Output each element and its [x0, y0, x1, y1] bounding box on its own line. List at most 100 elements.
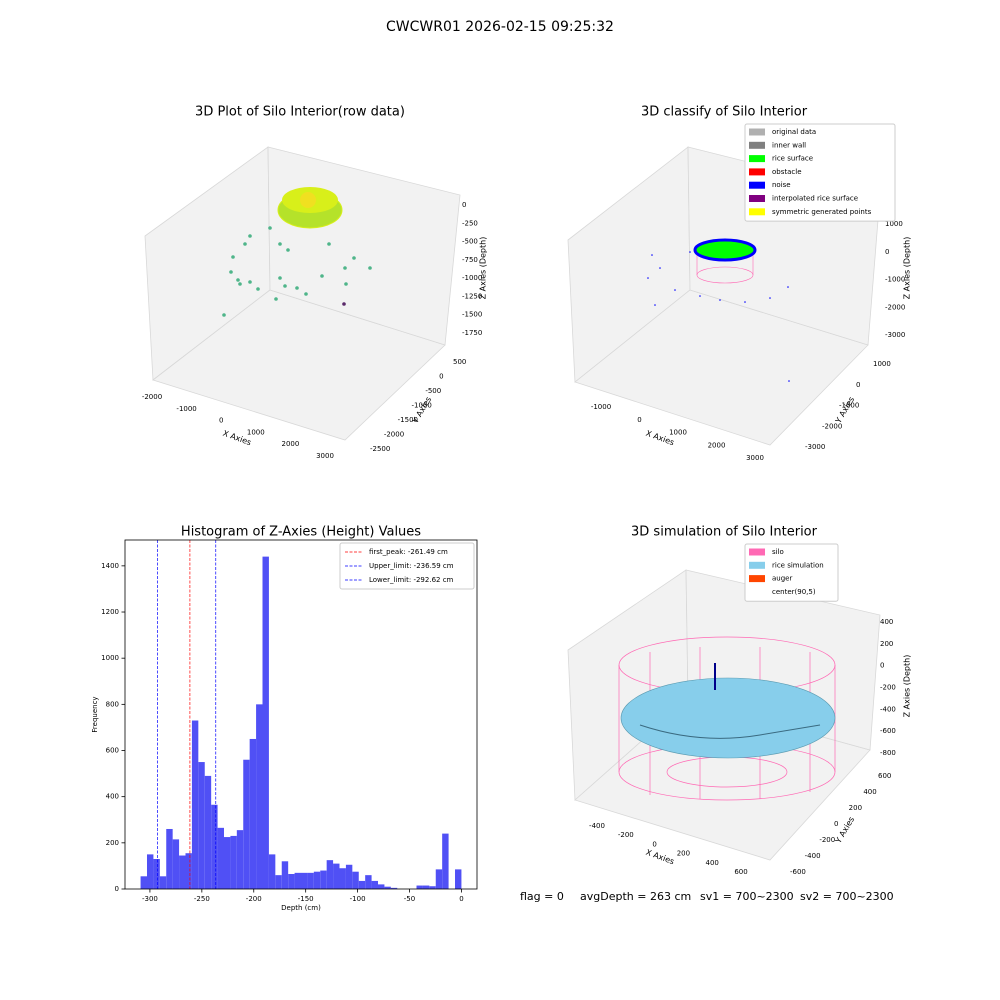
z-tick-label: -3000	[885, 331, 905, 339]
legend-swatch	[749, 195, 765, 202]
z-axis-label: Z Axies (Depth)	[903, 655, 912, 718]
legend-label: silo	[772, 548, 784, 556]
bar	[390, 887, 398, 889]
footer-flag: flag = 0	[520, 890, 564, 903]
bar	[211, 804, 218, 889]
x-tick-label: 600	[734, 868, 747, 876]
surface	[300, 192, 316, 208]
legend-swatch	[749, 561, 765, 569]
bar	[179, 855, 186, 889]
bar	[217, 827, 224, 889]
legend-label: auger	[772, 575, 792, 583]
y-tick-label: -1000	[412, 402, 432, 410]
y-tick-label: -3000	[805, 443, 825, 451]
rice-contour	[639, 724, 821, 739]
z-axis-label: Z Axies (Depth)	[479, 237, 488, 300]
bar	[442, 833, 449, 889]
bar	[435, 869, 443, 889]
z-tick-label: -500	[462, 238, 478, 246]
x-tick-label: -250	[194, 895, 210, 903]
legend-swatch	[749, 128, 765, 136]
y-tick-label: -500	[425, 387, 441, 395]
bar	[416, 885, 423, 889]
z-tick-label: 400	[880, 618, 893, 626]
y-tick-label: 600	[106, 747, 119, 755]
z-tick-label: -600	[880, 727, 896, 735]
y-tick-label: 0	[856, 381, 860, 389]
bar	[275, 875, 282, 889]
legend-swatch	[749, 575, 765, 583]
rice-surface	[620, 677, 836, 759]
y-tick-label: 1400	[101, 562, 119, 570]
x-tick-label: -1000	[176, 405, 196, 413]
z-tick-label: -400	[880, 705, 896, 713]
bar	[326, 860, 334, 889]
legend-label: original data	[772, 128, 816, 136]
bar	[236, 830, 244, 889]
bar	[166, 828, 173, 889]
legend-label: rice simulation	[772, 561, 824, 569]
y-tick-label: 800	[106, 700, 119, 708]
z-tick-label: -750	[462, 256, 478, 264]
bar	[301, 872, 308, 889]
y-tick-label: 500	[453, 358, 466, 366]
bar	[281, 861, 289, 889]
bar	[146, 854, 154, 889]
bar	[159, 876, 167, 889]
y-tick-label: 0	[439, 373, 443, 381]
legend-swatch	[749, 168, 765, 176]
bar	[378, 884, 385, 889]
x-tick-label: -200	[618, 831, 634, 839]
legend-label: center(90,5)	[772, 588, 816, 596]
bar	[455, 869, 462, 889]
legend-label: rice surface	[772, 155, 813, 163]
bar	[371, 880, 379, 889]
legend-label: symmetric generated points	[772, 208, 872, 216]
x-tick-label: -2000	[142, 393, 162, 401]
z-axis-label: Z Axies (Depth)	[903, 237, 912, 300]
z-tick-label: 0	[880, 662, 884, 670]
y-tick-label: 1000	[873, 360, 891, 368]
x-tick-label: -200	[246, 895, 262, 903]
legend-box	[744, 123, 896, 222]
x-axis-label: Depth (cm)	[281, 904, 321, 912]
z-tick-label: -2000	[885, 303, 905, 311]
y-tick-label: 600	[878, 772, 891, 780]
legend-label: Lower_limit: -292.62 cm	[369, 576, 454, 584]
x-tick-label: 2000	[708, 441, 726, 449]
x-tick-label: 0	[637, 416, 641, 424]
panel-title: 3D simulation of Silo Interior	[631, 525, 818, 540]
footer-avg: avgDepth = 263 cm	[580, 890, 691, 903]
legend-label: obstacle	[772, 168, 802, 176]
bar	[172, 839, 180, 889]
legend-swatch	[749, 181, 765, 189]
x-tick-label: 2000	[281, 440, 299, 448]
z-tick-label: 0	[462, 201, 466, 209]
x-tick-label: 400	[706, 859, 719, 867]
footer-sv2: sv2 = 700~2300	[800, 890, 894, 903]
x-tick-label: -400	[589, 822, 605, 830]
bar	[429, 886, 436, 889]
legend-swatch	[749, 548, 765, 556]
legend-label: noise	[772, 181, 791, 189]
bar	[339, 868, 346, 889]
bar	[230, 835, 237, 889]
bar	[204, 775, 212, 889]
bar	[307, 872, 314, 889]
bar	[422, 885, 430, 889]
y-axis-label: Y Axies	[410, 395, 433, 425]
y-tick-label: -600	[790, 868, 806, 876]
x-tick-label: -300	[142, 895, 158, 903]
bar	[249, 738, 257, 889]
x-tick-label: -50	[404, 895, 415, 903]
z-tick-label: -1250	[462, 292, 482, 300]
bar	[223, 837, 231, 889]
y-tick-label: 200	[106, 839, 119, 847]
histogram: Histogram of Z-Axies (Height) Values Dept…	[91, 525, 478, 912]
x-tick-label: 1000	[247, 428, 265, 436]
y-tick-label: -400	[805, 852, 821, 860]
panel-title: 3D Plot of Silo Interior(row data)	[195, 105, 405, 120]
x-tick-label: -1000	[591, 403, 611, 411]
y-tick-label: -1500	[398, 416, 418, 424]
